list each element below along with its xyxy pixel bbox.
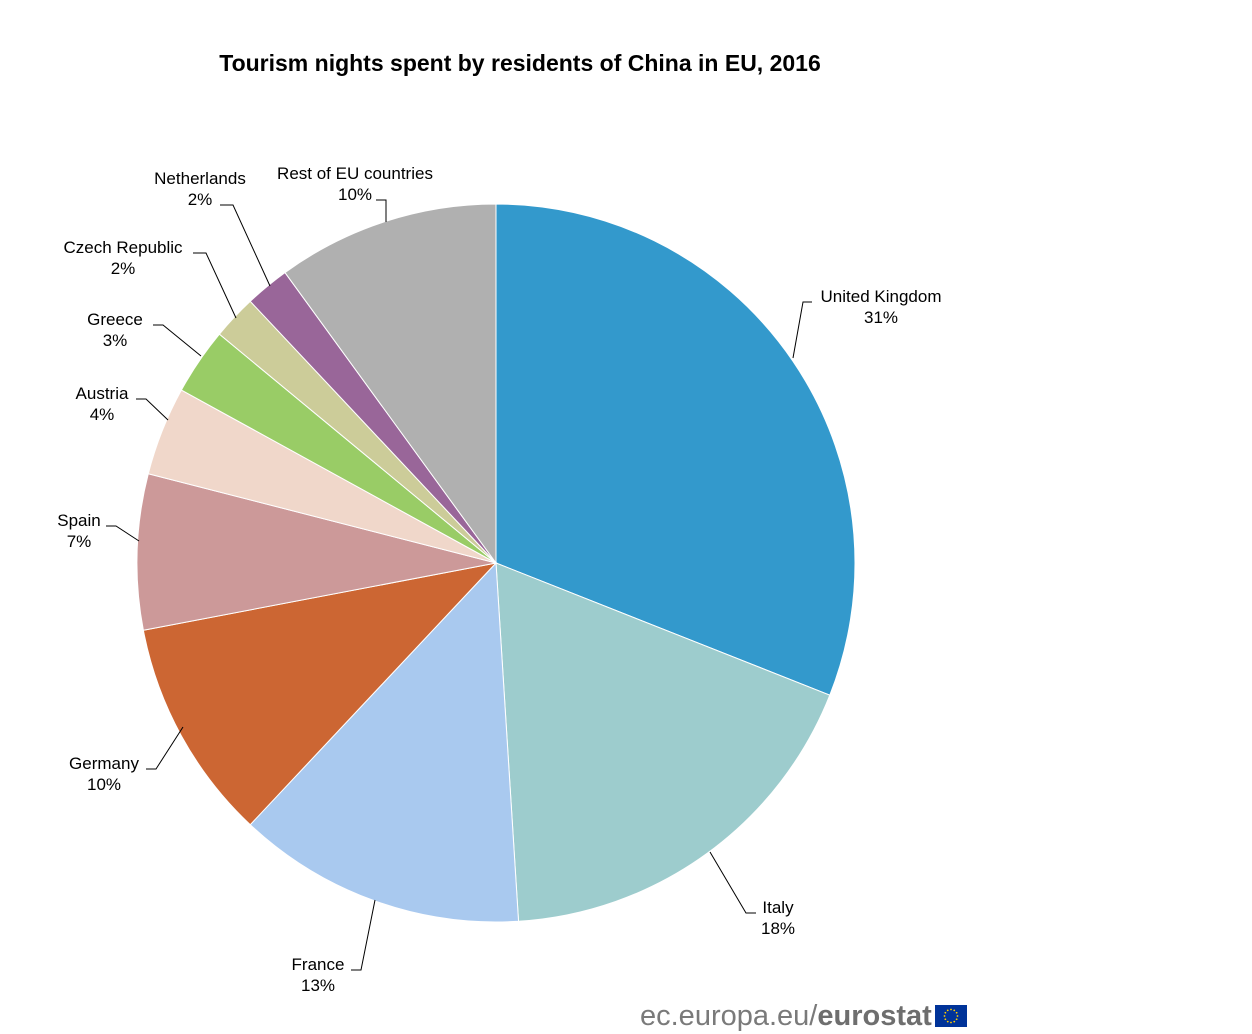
slice-pct-spain: 7% [67, 532, 92, 551]
eu-flag-icon [934, 1005, 967, 1027]
slice-label-greece: Greece [87, 310, 143, 329]
slice-label-austria: Austria [76, 384, 129, 403]
leader-line-united-kingdom [792, 301, 812, 359]
flag-star-icon [953, 1009, 955, 1012]
pie-slice-united-kingdom [495, 203, 856, 696]
pie-slice-rest-of-eu-countries [284, 203, 497, 565]
slice-labels: United Kingdom 31% Italy 18% France 13% German… [57, 164, 941, 995]
flag-star-icon [955, 1018, 958, 1021]
eurostat-footer: ec.europa.eu/ eurostat [640, 998, 967, 1034]
slice-label-france: France [292, 955, 345, 974]
slice-label-germany: Germany [69, 754, 139, 773]
slice-label-italy: Italy [762, 898, 794, 917]
leader-line-france [351, 899, 376, 971]
footer-domain: ec.europa.eu/ [640, 999, 818, 1032]
leader-line-italy [709, 851, 756, 914]
pie-slices [136, 203, 856, 923]
slice-label-spain: Spain [57, 511, 100, 530]
flag-star-icon [953, 1020, 955, 1023]
slice-pct-netherlands: 2% [188, 190, 213, 209]
slice-pct-austria: 4% [90, 405, 115, 424]
pie-slice-italy [495, 562, 831, 922]
slice-pct-rest-of-eu-countries: 10% [338, 185, 372, 204]
slice-pct-france: 13% [301, 976, 335, 995]
leader-line-netherlands [220, 204, 271, 287]
leader-line-spain [106, 525, 140, 542]
pie-slice-germany [142, 562, 498, 826]
leader-line-greece [153, 324, 202, 357]
leader-line-austria [136, 398, 169, 421]
flag-star-icon [944, 1018, 947, 1021]
pie-slice-spain [136, 473, 497, 631]
flag-star-icon [955, 1011, 958, 1014]
flag-star-icon [956, 1015, 959, 1017]
flag-star-icon [949, 1021, 952, 1024]
slice-label-netherlands: Netherlands [154, 169, 246, 188]
flag-star-icon [943, 1015, 946, 1017]
leader-line-rest-of-eu-countries [376, 199, 387, 222]
flag-star-icon [946, 1009, 949, 1012]
flag-star-icon [949, 1008, 952, 1011]
slice-pct-greece: 3% [103, 331, 128, 350]
slice-pct-germany: 10% [87, 775, 121, 794]
leader-line-czech-republic [193, 252, 237, 319]
slice-pct-italy: 18% [761, 919, 795, 938]
slice-label-rest-of-eu-countries: Rest of EU countries [277, 164, 433, 183]
slice-pct-czech-republic: 2% [111, 259, 136, 278]
footer-brand: eurostat [817, 999, 932, 1032]
leader-line-germany [146, 726, 184, 770]
slice-label-czech-republic: Czech Republic [63, 238, 183, 257]
slice-pct-united-kingdom: 31% [864, 308, 898, 327]
flag-star-icon [944, 1011, 947, 1014]
chart-title: Tourism nights spent by residents of Chi… [219, 50, 821, 76]
leader-lines [106, 199, 812, 971]
flag-star-icon [946, 1020, 949, 1023]
slice-label-united-kingdom: United Kingdom [821, 287, 942, 306]
